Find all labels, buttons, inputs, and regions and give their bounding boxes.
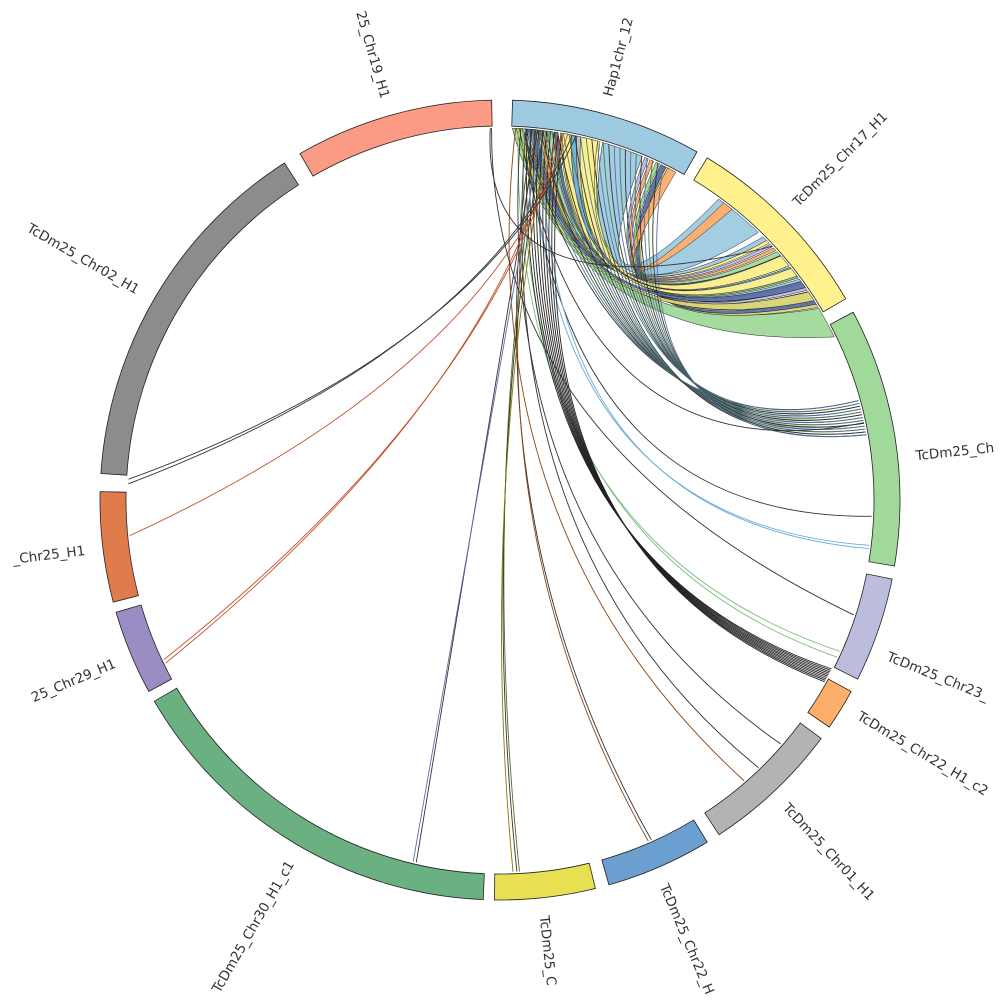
ribbon-7 (554, 131, 783, 286)
segment-label-c17: TcDm25_Chr17_H1 (789, 109, 891, 211)
link-83 (491, 128, 854, 616)
segment-label-c25: _Chr25_H1 (11, 543, 86, 568)
ribbon-6 (547, 130, 781, 285)
ribbon-5 (539, 129, 777, 282)
segment-label-cch: TcDm25_C (536, 914, 559, 987)
segment-label-c02: TcDm25_Chr02_H1 (23, 220, 142, 298)
segment-c25 (99, 491, 139, 603)
link-37 (591, 139, 867, 437)
link-67 (517, 128, 782, 745)
link-80 (128, 134, 573, 485)
segment-label-c22: TcDm25_Chr22_H (656, 881, 717, 997)
segments-layer (99, 99, 901, 901)
link-79 (129, 134, 569, 537)
segment-c19 (299, 99, 493, 177)
segment-c22 (601, 819, 708, 886)
link-81 (128, 135, 577, 480)
link-53 (541, 130, 869, 550)
segment-c3 (829, 311, 901, 567)
link-51 (519, 128, 864, 431)
segment-c22c2 (807, 678, 852, 728)
segment-c01 (704, 722, 822, 836)
segment-label-c30: TcDm25_Chr30_H1_c1 (209, 858, 298, 997)
segment-label-c29: 25_Chr29_H1 (29, 656, 118, 706)
link-50 (656, 165, 867, 438)
segment-cch (494, 862, 596, 901)
labels-layer: Hap1chr_12 TcDm25_Chr17_H1 TcDm25_Ch TcDm25… (11, 9, 995, 997)
segment-label-c3: TcDm25_Ch (914, 440, 995, 464)
segment-c02 (100, 162, 300, 476)
segment-c30 (153, 687, 485, 901)
segment-c29 (115, 604, 173, 693)
link-74 (501, 131, 550, 872)
segment-label-c22c2: TcDm25_Chr22_H1_c2 (853, 708, 991, 799)
link-69 (508, 128, 745, 782)
segment-label-hap: Hap1chr_12 (600, 16, 636, 98)
segment-label-c19: 25_Chr19_H1 (352, 9, 392, 100)
ribbon-22 (528, 128, 806, 302)
segment-hap (511, 99, 698, 176)
link-66 (554, 133, 825, 683)
segment-label-c01: TcDm25_Chr01_H1 (779, 800, 878, 905)
link-78 (163, 133, 563, 660)
links-layer (128, 128, 872, 872)
segment-c23 (833, 573, 893, 680)
segment-label-c23: TcDm25_Chr23_ (884, 649, 992, 705)
ribbon-21 (561, 132, 798, 296)
link-54 (531, 129, 870, 546)
segment-c17 (693, 157, 847, 313)
